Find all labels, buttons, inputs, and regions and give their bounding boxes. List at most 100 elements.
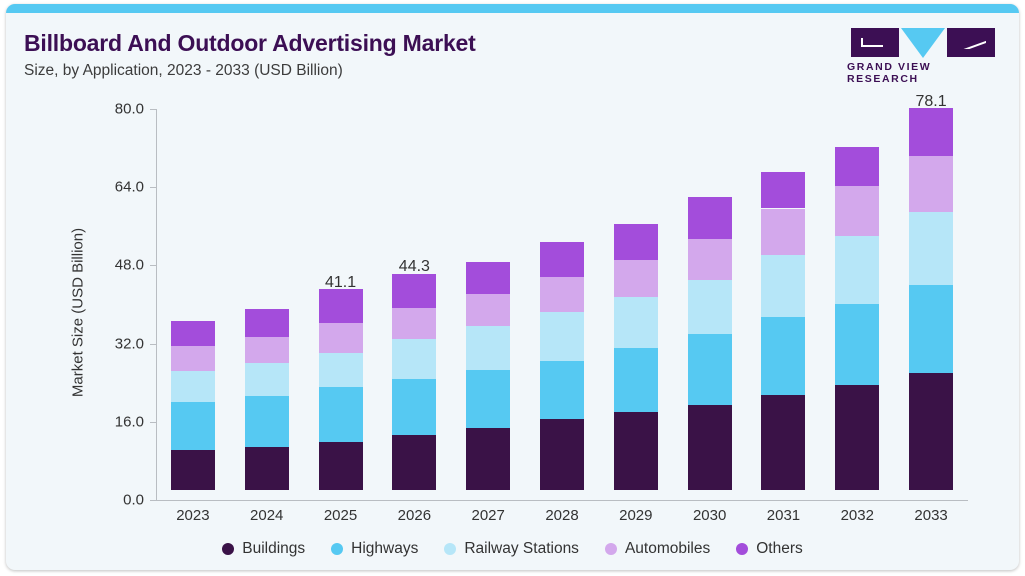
bar-value-label: 78.1: [915, 93, 947, 111]
bar-segment-others[interactable]: [318, 289, 363, 324]
bar-segment-highways[interactable]: [909, 284, 954, 373]
accent-top-bar: [6, 4, 1019, 13]
bar-segment-railway-stations[interactable]: [170, 371, 215, 403]
bar-2032[interactable]: [835, 147, 880, 490]
legend-swatch-icon: [604, 543, 617, 555]
bar-segment-buildings[interactable]: [318, 441, 363, 490]
bar-segment-buildings[interactable]: [540, 418, 584, 490]
legend-item-automobiles[interactable]: Automobiles: [604, 540, 710, 558]
bar-segment-others[interactable]: [244, 309, 289, 338]
bar-segment-buildings[interactable]: [392, 435, 437, 490]
y-axis-tick-mark: [150, 343, 156, 345]
bar-segment-railway-stations[interactable]: [613, 296, 658, 348]
bar-segment-others[interactable]: [392, 273, 437, 309]
x-axis-tick-label: 2024: [250, 507, 284, 524]
y-axis-tick-label: 16.0: [114, 413, 144, 431]
bar-segment-highways[interactable]: [687, 333, 732, 406]
bar-segment-buildings[interactable]: [613, 411, 658, 490]
bar-segment-railway-stations[interactable]: [318, 353, 363, 388]
bar-segment-automobiles[interactable]: [761, 208, 806, 256]
bar-2031[interactable]: [761, 172, 806, 490]
x-axis-tick-label: 2025: [323, 507, 358, 524]
bar-segment-others[interactable]: [835, 147, 880, 186]
bar-segment-highways[interactable]: [540, 361, 584, 419]
y-axis-tick-mark: [150, 265, 156, 267]
bar-segment-others[interactable]: [761, 172, 806, 209]
logo-triangle-icon: [901, 28, 945, 58]
grand-view-research-logo: GRAND VIEW RESEARCH: [843, 28, 1003, 85]
legend-item-highways[interactable]: Highways: [331, 540, 418, 558]
bar-segment-highways[interactable]: [466, 370, 511, 429]
bar-segment-buildings[interactable]: [244, 447, 289, 490]
bar-segment-highways[interactable]: [170, 402, 215, 450]
bar-2028[interactable]: [540, 242, 584, 490]
bar-segment-others[interactable]: [466, 262, 511, 295]
legend-swatch-icon: [331, 543, 344, 555]
legend-item-railway-stations[interactable]: Railway Stations: [444, 540, 579, 558]
bar-2024[interactable]: [244, 309, 289, 490]
bar-2033[interactable]: [909, 108, 954, 490]
bar-segment-highways[interactable]: [761, 316, 806, 395]
bar-segment-highways[interactable]: [613, 347, 658, 412]
bar-segment-others[interactable]: [687, 196, 732, 240]
page-subtitle: Size, by Application, 2023 - 2033 (USD B…: [24, 62, 343, 79]
legend-item-others[interactable]: Others: [736, 540, 803, 558]
bar-segment-railway-stations[interactable]: [540, 312, 584, 362]
y-axis-line: [156, 109, 157, 500]
bar-segment-automobiles[interactable]: [909, 155, 954, 212]
y-axis-tick-label: 64.0: [114, 178, 144, 196]
bar-segment-automobiles[interactable]: [540, 277, 584, 313]
legend-label: Railway Stations: [464, 540, 579, 557]
bar-2023[interactable]: [170, 321, 215, 490]
bar-segment-highways[interactable]: [318, 387, 363, 442]
bar-segment-railway-stations[interactable]: [761, 255, 806, 317]
bar-segment-railway-stations[interactable]: [687, 279, 732, 334]
bar-segment-buildings[interactable]: [761, 394, 806, 490]
legend-swatch-icon: [444, 543, 457, 555]
bar-segment-automobiles[interactable]: [687, 239, 732, 280]
bar-segment-others[interactable]: [170, 321, 215, 347]
bar-2025[interactable]: [318, 289, 363, 490]
legend-swatch-icon: [736, 543, 749, 555]
bar-segment-highways[interactable]: [835, 303, 880, 385]
x-axis-tick-label: 2029: [619, 507, 653, 524]
bar-segment-others[interactable]: [540, 242, 584, 278]
legend-item-buildings[interactable]: Buildings: [222, 540, 305, 558]
bar-segment-buildings[interactable]: [909, 372, 954, 490]
bar-segment-highways[interactable]: [244, 395, 289, 447]
x-axis-tick-label: 2033: [914, 507, 948, 524]
y-axis-tick-label: 0.0: [123, 491, 144, 509]
bar-segment-automobiles[interactable]: [392, 308, 437, 339]
bar-segment-railway-stations[interactable]: [909, 211, 954, 285]
bar-2027[interactable]: [466, 262, 511, 490]
bar-segment-buildings[interactable]: [170, 449, 215, 490]
bar-segment-railway-stations[interactable]: [835, 235, 880, 304]
bar-segment-buildings[interactable]: [687, 405, 732, 490]
bar-2029[interactable]: [613, 224, 658, 490]
bar-segment-automobiles[interactable]: [613, 259, 658, 297]
x-axis-tick-label: 2030: [692, 507, 727, 524]
chart-card: Billboard And Outdoor Advertising Market…: [6, 4, 1019, 570]
bar-segment-others[interactable]: [613, 224, 658, 260]
bar-segment-others[interactable]: [909, 108, 954, 156]
bar-2026[interactable]: [392, 273, 437, 490]
x-axis-tick-label: 2027: [471, 507, 505, 524]
page-title: Billboard And Outdoor Advertising Market: [24, 30, 476, 56]
bar-segment-automobiles[interactable]: [244, 337, 289, 364]
bar-segment-automobiles[interactable]: [835, 185, 880, 236]
bar-segment-buildings[interactable]: [466, 428, 511, 490]
x-axis-tick-label: 2031: [766, 507, 801, 524]
bar-segment-automobiles[interactable]: [170, 346, 215, 372]
bar-segment-automobiles[interactable]: [318, 323, 363, 354]
legend-label: Others: [756, 540, 803, 557]
bar-segment-railway-stations[interactable]: [244, 363, 289, 396]
bar-value-label: 44.3: [398, 258, 430, 276]
bar-segment-railway-stations[interactable]: [466, 325, 511, 371]
bar-segment-highways[interactable]: [392, 378, 437, 436]
y-axis-tick-mark: [150, 500, 156, 501]
bar-segment-railway-stations[interactable]: [392, 339, 437, 379]
bar-2030[interactable]: [687, 196, 732, 490]
bar-segment-buildings[interactable]: [835, 384, 880, 490]
x-axis-tick-label: 2028: [545, 507, 579, 524]
bar-segment-automobiles[interactable]: [466, 294, 511, 326]
